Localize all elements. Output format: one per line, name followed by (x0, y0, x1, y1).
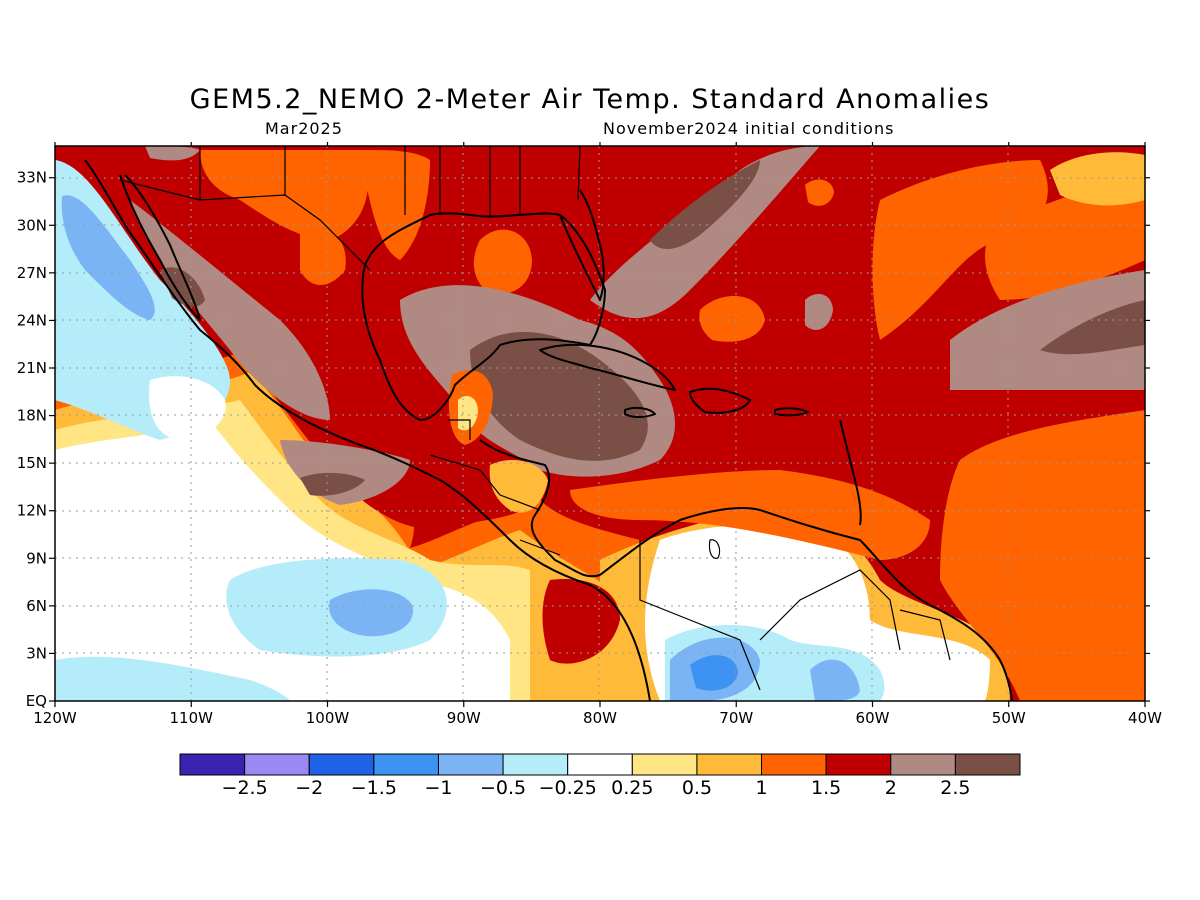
colorbar-swatch (761, 753, 827, 776)
colorbar-swatch (244, 753, 310, 776)
lon-tick-label: 40W (1128, 709, 1162, 727)
colorbar-swatch (567, 753, 633, 776)
map-title: GEM5.2_NEMO 2-Meter Air Temp. Standard A… (189, 84, 991, 115)
colorbar-label: 2 (885, 777, 897, 799)
lon-tick-label: 100W (306, 709, 350, 727)
atlantic-lightorange-ne (1050, 152, 1145, 206)
colorbar-swatch (890, 753, 956, 776)
colorbar: −2.5 −2 −1.5 −1 −0.5 −0.25 0.25 0.5 1 1.5 2 2.5 (179, 753, 1021, 799)
atlantic-brown-diagonal-core (650, 160, 760, 250)
colorbar-label: −2.5 (222, 777, 268, 799)
mexico-brown (130, 200, 330, 420)
colorbar-swatch (308, 753, 375, 776)
south-america-deep-blue (690, 655, 738, 691)
pacific-brown-core (300, 472, 365, 496)
colorbar-label: −1 (424, 777, 452, 799)
colombia-dark-red (542, 579, 620, 664)
central-america-yellow (489, 460, 548, 513)
hispaniola (689, 387, 751, 414)
colorbar-swatch (373, 753, 439, 776)
lat-tick-label: 24N (17, 311, 47, 329)
south-america-north-coast (599, 507, 1013, 701)
colorbar-label: 0.5 (682, 777, 712, 799)
yucatan-yellow (458, 396, 478, 431)
baja-blue-region (61, 195, 155, 320)
jamaica (624, 406, 656, 418)
mexico-brown-core (160, 267, 205, 307)
eq-pacific-blue-region (329, 589, 413, 637)
lat-tick-label: 33N (17, 169, 47, 187)
lesser-antilles (839, 419, 862, 526)
colorbar-swatch (437, 753, 504, 776)
lat-tick-label: 9N (26, 549, 47, 567)
axis-ticks: 120W 110W 100W 90W 80W 70W 60W 50W 40W EQ 3N 6N 9N 12… (17, 142, 1162, 727)
lon-tick-label: 50W (992, 709, 1026, 727)
baja-white-region (149, 376, 226, 440)
lat-tick-label: 27N (17, 264, 47, 282)
colorbar-label: 1 (755, 777, 767, 799)
south-america-blue-2 (810, 659, 860, 701)
political-borders (119, 146, 951, 691)
colorbar-swatch (696, 753, 763, 776)
lon-tick-label: 90W (447, 709, 481, 727)
colorbar-swatch (631, 753, 698, 776)
central-america-borders (429, 419, 561, 556)
lat-tick-label: 3N (26, 644, 47, 662)
lat-tick-label: 15N (17, 454, 47, 472)
pacific-coast-north-america (84, 159, 651, 701)
us-state-lines (199, 146, 581, 218)
valid-month-label: Mar2025 (265, 119, 343, 138)
lat-tick-label: 21N (17, 359, 47, 377)
lat-tick-label: EQ (26, 692, 47, 710)
atlantic-brown-blob (805, 294, 833, 330)
colorbar-swatch (502, 753, 569, 776)
colorbar-label: −0.25 (539, 777, 597, 799)
lake-maracaibo (708, 539, 721, 559)
caribbean-orange-blob (699, 296, 765, 342)
atlantic-orange-east (940, 410, 1145, 701)
colorbar-swatch (179, 753, 246, 776)
lat-tick-label: 12N (17, 502, 47, 520)
cuba (539, 343, 676, 391)
lat-tick-label: 30N (17, 216, 47, 234)
lat-tick-label: 18N (17, 407, 47, 425)
colorbar-label: −1.5 (351, 777, 397, 799)
central-america-caribbean-coast (479, 439, 601, 578)
mexico-orange (300, 227, 346, 285)
init-conditions-label: November2024 initial conditions (603, 119, 895, 138)
atlantic-orange-north (872, 160, 1048, 340)
coastlines (84, 159, 1013, 701)
gulf-orange (473, 229, 532, 294)
florida-peninsula (559, 189, 605, 301)
atlantic-orange-central (570, 470, 930, 560)
anomaly-field (55, 146, 1145, 701)
colorbar-label: −2 (295, 777, 323, 799)
lon-tick-label: 110W (170, 709, 214, 727)
gulf-coast (361, 212, 606, 421)
colorbar-label: 0.25 (611, 777, 653, 799)
baja-peninsula (119, 174, 201, 321)
sw-pacific-cool-region (55, 656, 290, 701)
lon-tick-label: 70W (719, 709, 753, 727)
colorbar-swatch (954, 753, 1021, 776)
south-america-borders (639, 540, 951, 691)
caribbean-brown-core (470, 331, 648, 461)
us-mexico-border (119, 179, 371, 271)
lon-tick-label: 80W (583, 709, 617, 727)
colorbar-label: 1.5 (811, 777, 841, 799)
central-america-dark-red (240, 350, 540, 530)
atlantic-brown-east (950, 270, 1145, 390)
colorbar-label: −0.5 (480, 777, 526, 799)
puerto-rico (774, 407, 809, 417)
us-brown (145, 146, 200, 161)
lat-tick-label: 6N (26, 597, 47, 615)
colorbar-label: 2.5 (940, 777, 970, 799)
atlantic-orange-blob (805, 179, 834, 206)
lon-tick-label: 120W (33, 709, 77, 727)
atlantic-brown-east-core (1040, 300, 1145, 355)
atlantic-brown-diagonal (590, 146, 820, 319)
lon-tick-label: 60W (856, 709, 890, 727)
colorbar-swatch (825, 753, 892, 776)
